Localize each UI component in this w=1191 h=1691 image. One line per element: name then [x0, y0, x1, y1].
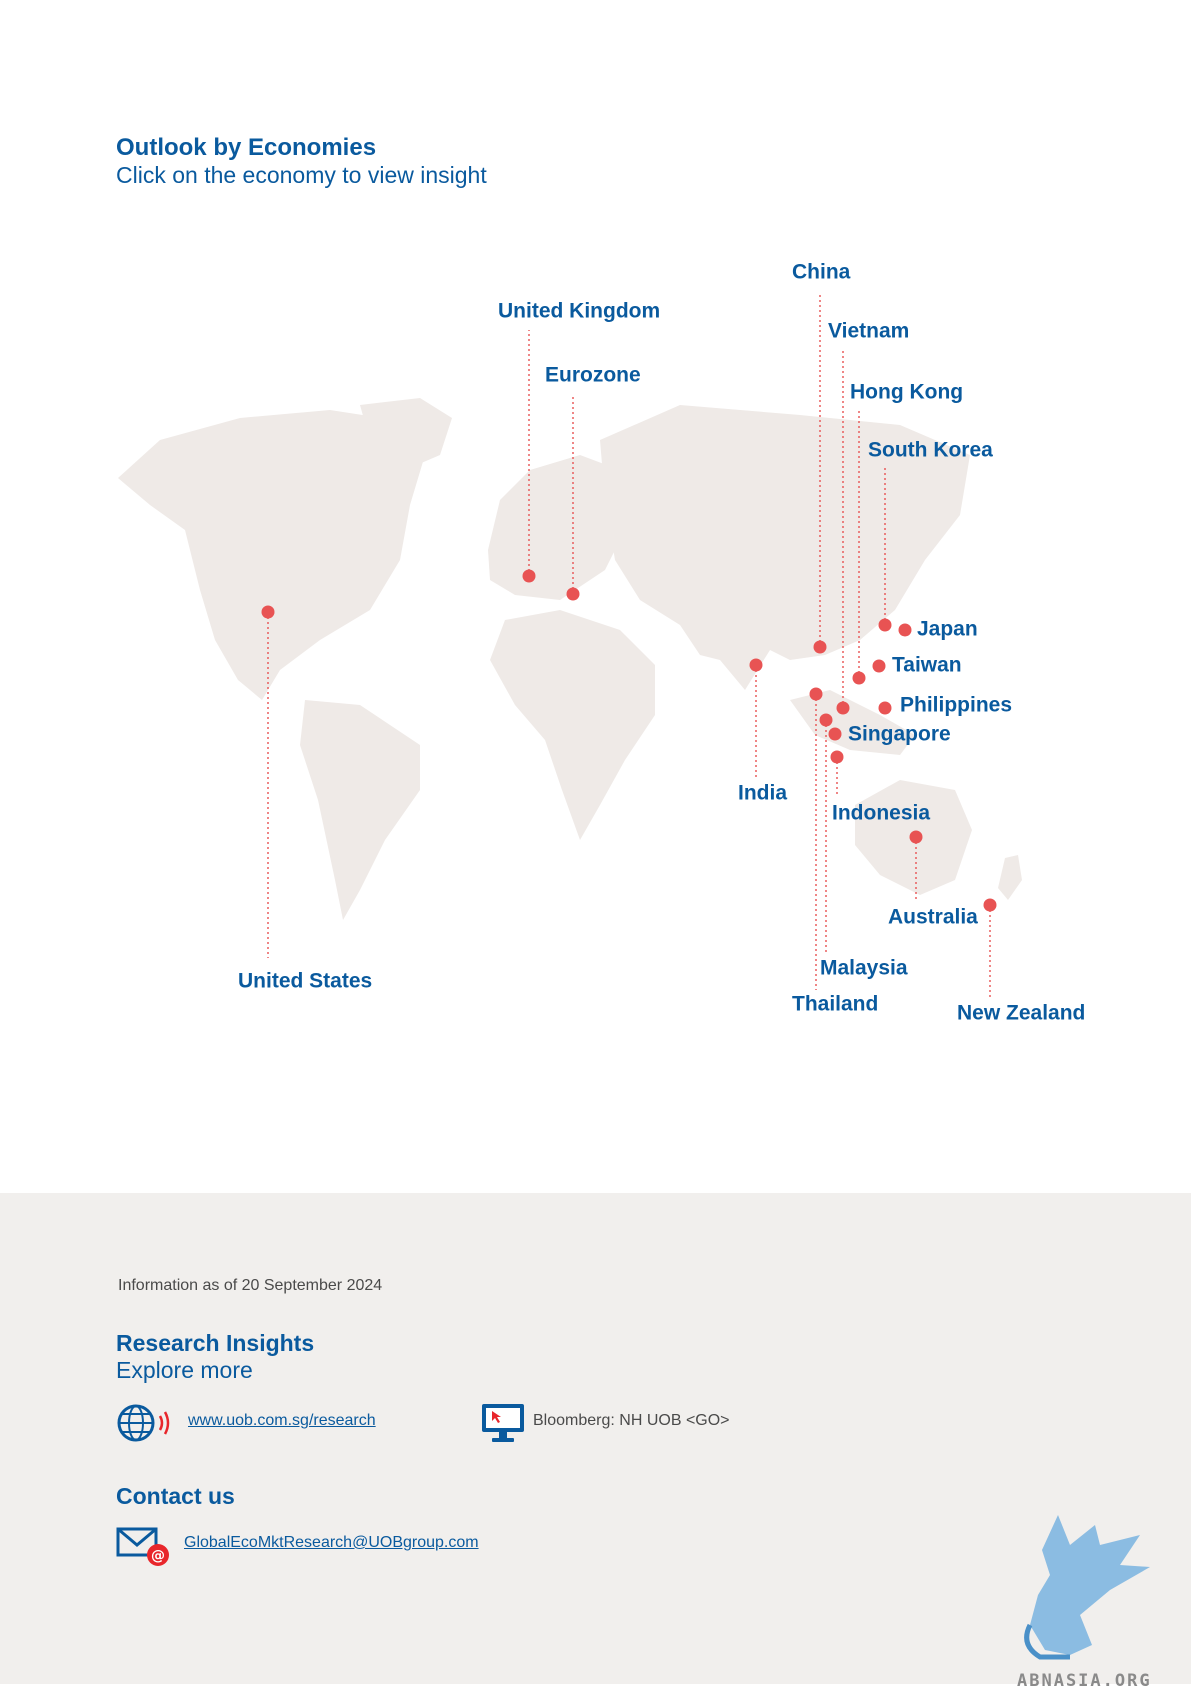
economy-label-indonesia[interactable]: Indonesia: [832, 802, 930, 825]
marker-united-states[interactable]: [261, 605, 275, 619]
marker-australia[interactable]: [909, 830, 923, 844]
economy-label-south-korea[interactable]: South Korea: [868, 439, 993, 462]
marker-malaysia[interactable]: [819, 713, 833, 727]
svg-text:@: @: [151, 1548, 165, 1564]
page-title: Outlook by Economies: [116, 134, 377, 161]
bloomberg-ticker: Bloomberg: NH UOB <GO>: [533, 1412, 730, 1429]
economy-label-australia[interactable]: Australia: [888, 906, 978, 929]
economy-label-hong-kong[interactable]: Hong Kong: [850, 381, 963, 404]
economy-label-taiwan[interactable]: Taiwan: [892, 654, 962, 677]
economy-label-malaysia[interactable]: Malaysia: [820, 957, 908, 980]
economy-label-united-states[interactable]: United States: [238, 970, 372, 993]
africa: [490, 610, 655, 840]
economy-label-new-zealand[interactable]: New Zealand: [957, 1002, 1085, 1025]
marker-united-kingdom[interactable]: [522, 569, 536, 583]
marker-hong-kong[interactable]: [852, 671, 866, 685]
monitor-icon: [482, 1404, 524, 1442]
marker-thailand[interactable]: [809, 687, 823, 701]
economy-label-philippines[interactable]: Philippines: [900, 694, 1012, 717]
economy-label-united-kingdom[interactable]: United Kingdom: [498, 300, 660, 323]
research-insights-title: Research Insights: [116, 1330, 315, 1356]
economy-label-eurozone[interactable]: Eurozone: [545, 364, 641, 387]
globe-icon: [117, 1404, 170, 1442]
greenland: [360, 398, 452, 470]
europe: [488, 455, 630, 600]
marker-taiwan[interactable]: [872, 659, 886, 673]
south-america: [300, 700, 420, 920]
marker-indonesia[interactable]: [830, 750, 844, 764]
marker-japan[interactable]: [898, 623, 912, 637]
watermark-text: ABNASIA.ORG: [1017, 1671, 1152, 1691]
economy-labels: United States United Kingdom Eurozone China…: [238, 261, 1085, 1025]
economy-label-india[interactable]: India: [738, 782, 787, 805]
marker-india[interactable]: [749, 658, 763, 672]
marker-new-zealand[interactable]: [983, 898, 997, 912]
research-insights-subtitle: Explore more: [116, 1357, 253, 1383]
email-link[interactable]: GlobalEcoMktResearch@UOBgroup.com: [184, 1534, 479, 1551]
contact-title: Contact us: [116, 1483, 235, 1509]
economy-label-singapore[interactable]: Singapore: [848, 723, 951, 746]
website-link[interactable]: www.uob.com.sg/research: [188, 1412, 376, 1429]
economy-markers: [261, 569, 997, 912]
griffin-logo-icon: [1024, 1515, 1150, 1660]
page-subtitle: Click on the economy to view insight: [116, 162, 487, 188]
marker-vietnam[interactable]: [836, 701, 850, 715]
email-icon: @: [116, 1527, 169, 1566]
land-masses: [118, 398, 1022, 920]
marker-south-korea[interactable]: [878, 618, 892, 632]
economy-label-thailand[interactable]: Thailand: [792, 993, 878, 1016]
marker-philippines[interactable]: [878, 701, 892, 715]
footer-panel: [0, 1193, 1191, 1684]
new-zealand: [998, 855, 1022, 900]
marker-singapore[interactable]: [828, 727, 842, 741]
info-date: Information as of 20 September 2024: [118, 1277, 383, 1294]
marker-eurozone[interactable]: [566, 587, 580, 601]
north-america: [118, 410, 425, 700]
world-map: United States United Kingdom Eurozone China…: [118, 261, 1085, 1025]
economy-label-china[interactable]: China: [792, 261, 851, 284]
economy-label-vietnam[interactable]: Vietnam: [828, 320, 909, 343]
maritime-southeast-asia: [790, 690, 915, 755]
marker-china[interactable]: [813, 640, 827, 654]
economy-label-japan[interactable]: Japan: [917, 618, 978, 641]
asia: [600, 405, 970, 690]
